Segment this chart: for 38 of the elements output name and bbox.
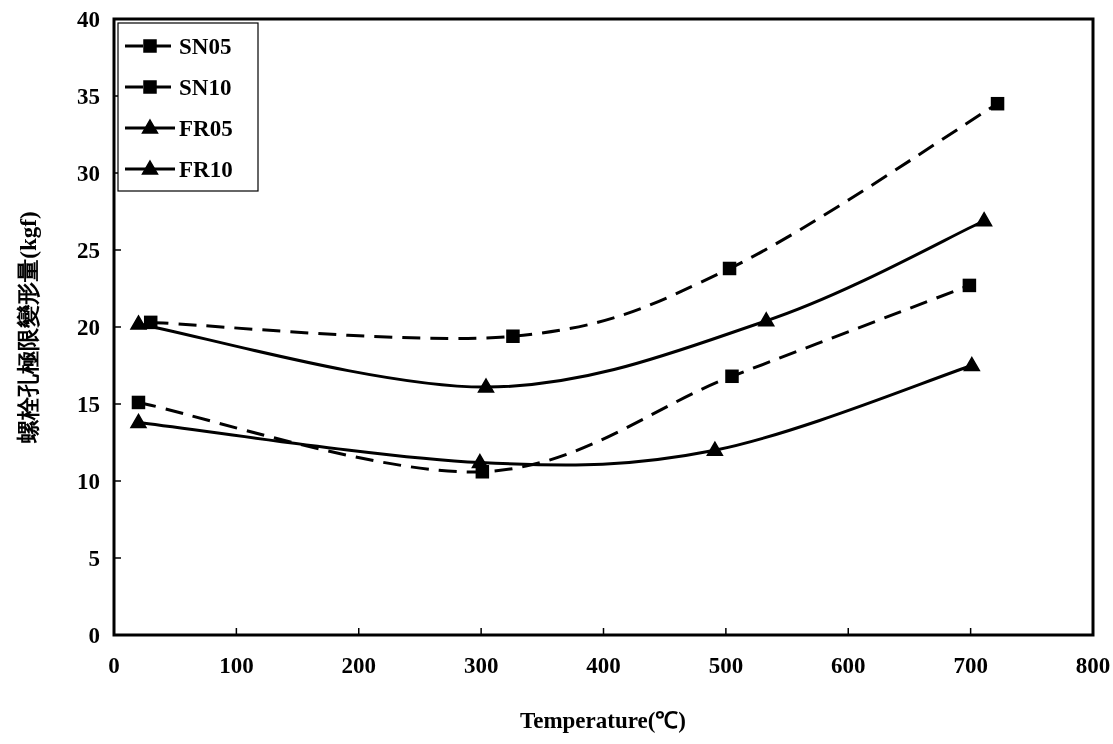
x-tick-label: 400 — [586, 653, 621, 678]
point — [706, 441, 724, 456]
point — [962, 278, 977, 293]
legend-label: FR05 — [179, 116, 233, 141]
x-tick-label: 500 — [708, 653, 744, 678]
y-tick-label: 20 — [77, 315, 100, 340]
point — [963, 356, 981, 372]
x-tick-label: 800 — [1075, 653, 1111, 678]
point — [722, 261, 737, 276]
x-tick-label: 200 — [341, 653, 376, 678]
y-tick-label: 30 — [77, 161, 100, 186]
x-tick-label: 300 — [463, 653, 499, 678]
x-tick-label: 700 — [953, 653, 988, 678]
point — [131, 395, 146, 410]
y-tick-label: 25 — [77, 238, 100, 263]
point — [758, 312, 775, 327]
y-tick-label: 10 — [77, 469, 100, 494]
y-tick-label: 35 — [77, 84, 100, 109]
point — [130, 315, 147, 330]
legend-label: SN10 — [179, 75, 232, 100]
point — [471, 453, 489, 469]
y-tick-label: 0 — [88, 623, 100, 648]
y-tick-label: 15 — [77, 392, 100, 417]
point — [975, 211, 993, 227]
x-tick-label: 0 — [108, 653, 120, 678]
point — [990, 96, 1005, 111]
y-tick-label: 40 — [77, 7, 100, 32]
x-axis-title: Temperature(℃) — [519, 708, 687, 733]
point — [506, 329, 520, 343]
legend-label: SN05 — [179, 34, 232, 59]
point — [725, 369, 739, 384]
legend-label: FR10 — [179, 157, 233, 182]
y-axis-title: 螺栓孔極限變形量(kgf) — [16, 211, 41, 444]
x-tick-label: 600 — [831, 653, 866, 678]
point — [477, 378, 495, 393]
point — [130, 413, 147, 429]
x-tick-label: 100 — [219, 653, 254, 678]
y-tick-label: 5 — [88, 546, 100, 571]
